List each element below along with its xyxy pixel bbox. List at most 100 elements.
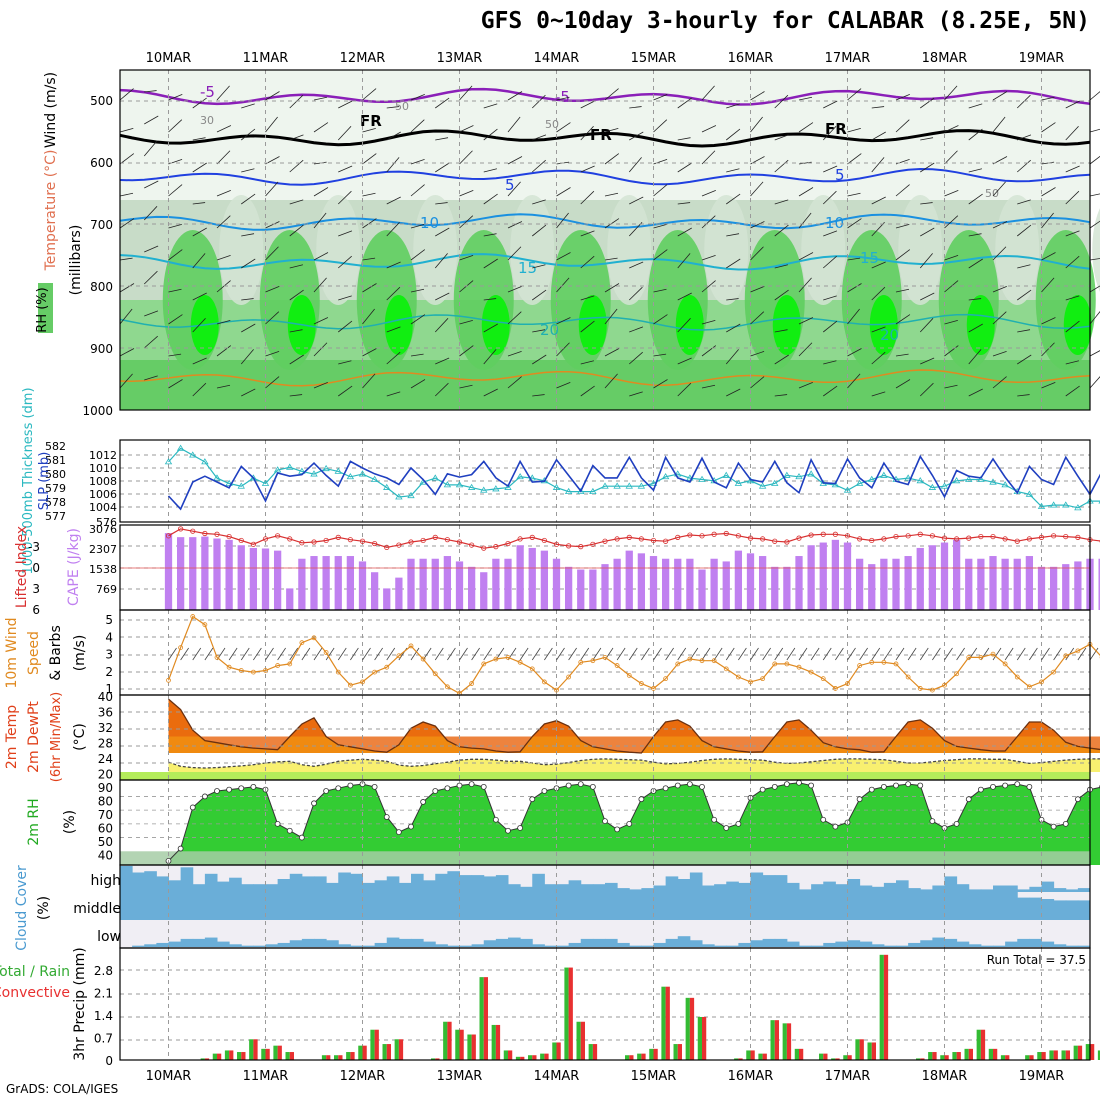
wind-barb bbox=[507, 156, 523, 165]
rh-tick: 60 bbox=[98, 822, 113, 836]
precip-convective-bar bbox=[883, 954, 889, 1060]
wind-barb bbox=[338, 100, 353, 109]
wind-barb bbox=[386, 286, 401, 301]
precip-total-bar bbox=[940, 1055, 945, 1060]
precip-convective-bar bbox=[786, 1023, 792, 1060]
wind-speed-point bbox=[893, 661, 899, 667]
wind-barb bbox=[471, 647, 480, 661]
wind-speed-point bbox=[214, 655, 220, 660]
isotherm-line bbox=[119, 313, 1091, 331]
wind-barb bbox=[774, 134, 789, 141]
wind-barb bbox=[313, 277, 327, 293]
wind-barb bbox=[1053, 647, 1062, 661]
lifted-index-point bbox=[917, 531, 923, 537]
temperature-axis-label: Temperature (°C) bbox=[43, 150, 59, 272]
cloud-low-bar bbox=[1005, 941, 1018, 947]
cape-bar bbox=[783, 566, 791, 610]
wind-barb bbox=[1089, 310, 1100, 325]
cape-bar bbox=[613, 558, 621, 610]
precip-convective-bar bbox=[229, 1050, 234, 1060]
cloud-low-bar bbox=[702, 944, 715, 947]
cloud-middle-bar bbox=[944, 892, 958, 920]
cloud-middle-bar bbox=[471, 892, 485, 920]
wind-barb bbox=[944, 215, 959, 229]
wind-barb bbox=[822, 647, 832, 661]
wind-barb bbox=[1065, 360, 1080, 365]
wind-barb bbox=[895, 119, 910, 133]
wind-barb bbox=[1041, 317, 1056, 325]
wind-barb bbox=[144, 90, 157, 93]
cloud-high-bar bbox=[338, 872, 351, 892]
cloud-low-bar bbox=[289, 940, 303, 947]
wind-speed-line bbox=[167, 615, 1100, 695]
cape-bar bbox=[771, 566, 779, 610]
wind-barb bbox=[628, 222, 643, 237]
lifted-index-point bbox=[323, 537, 329, 544]
precip-total-bar bbox=[237, 1052, 242, 1060]
precip-convective-bar bbox=[326, 1055, 331, 1060]
wind-barb bbox=[289, 94, 304, 109]
precip-convective-label: Convective bbox=[0, 985, 70, 1001]
wind-barb bbox=[180, 647, 189, 661]
wind-barb bbox=[338, 230, 353, 237]
wind-barb bbox=[289, 289, 304, 301]
wind-barb bbox=[362, 373, 376, 389]
wind-barb bbox=[168, 647, 177, 661]
wind-barb bbox=[192, 137, 206, 141]
cloud-middle-bar bbox=[168, 892, 182, 920]
cloud-level-low: low bbox=[97, 929, 121, 945]
cloud-middle-bar bbox=[1017, 897, 1030, 920]
wind-barb bbox=[362, 153, 377, 165]
wind-speed-point bbox=[517, 659, 523, 665]
cape-bar bbox=[189, 537, 197, 610]
cloud-high-bar bbox=[447, 871, 460, 892]
date-label-top: 18MAR bbox=[922, 51, 968, 66]
lifted-index-point bbox=[663, 538, 669, 544]
wind-barb bbox=[823, 295, 837, 301]
wind-barb bbox=[362, 348, 377, 357]
cape-bar bbox=[480, 572, 488, 610]
wind-barb bbox=[532, 134, 547, 141]
wind-barb bbox=[143, 270, 158, 285]
wind-barb bbox=[847, 308, 860, 325]
wind-speed-point bbox=[590, 658, 596, 664]
dry-patch bbox=[607, 195, 652, 305]
cape-bar bbox=[686, 558, 694, 610]
lifted-index-point bbox=[262, 536, 269, 542]
cloud-high-bar bbox=[786, 882, 800, 892]
cloud-high-bar bbox=[641, 888, 654, 892]
precip-total-bar bbox=[491, 1024, 496, 1060]
wind-speed-point bbox=[796, 664, 802, 670]
wind-barb bbox=[338, 320, 353, 333]
cape-bar bbox=[819, 542, 827, 610]
wind-barb bbox=[725, 647, 735, 661]
wind-barb bbox=[895, 379, 911, 389]
wind-barb bbox=[641, 647, 650, 661]
contour-label: 20 bbox=[540, 321, 559, 339]
wind-barb bbox=[604, 348, 620, 357]
lifted-index-point bbox=[650, 537, 657, 544]
dry-patch bbox=[316, 195, 361, 305]
wind-speed-point bbox=[420, 656, 426, 662]
rh-point bbox=[420, 799, 427, 805]
cloud-high-bar bbox=[314, 876, 327, 892]
wind-speed-point bbox=[699, 658, 705, 664]
wind-barb bbox=[532, 354, 547, 365]
wind-barb bbox=[435, 202, 448, 205]
wind-barb bbox=[216, 255, 231, 261]
cape-tick: 1538 bbox=[89, 563, 117, 576]
cloud-middle-bar bbox=[180, 892, 194, 920]
temp-band-20 bbox=[120, 772, 1090, 780]
cloud-high-bar bbox=[605, 882, 618, 892]
thickness-point bbox=[164, 458, 173, 465]
cloud-middle-bar bbox=[617, 892, 630, 920]
cloud-high-bar bbox=[993, 885, 1006, 892]
thickness-point bbox=[249, 474, 258, 481]
wind-barb bbox=[677, 647, 687, 661]
wind-barb bbox=[241, 193, 256, 205]
cloud-high-bar bbox=[301, 876, 315, 892]
upper-air-tick-700: 700 bbox=[90, 218, 113, 232]
wind-barb bbox=[410, 647, 420, 661]
wind-barb bbox=[289, 647, 299, 661]
wind-barb bbox=[895, 94, 910, 101]
